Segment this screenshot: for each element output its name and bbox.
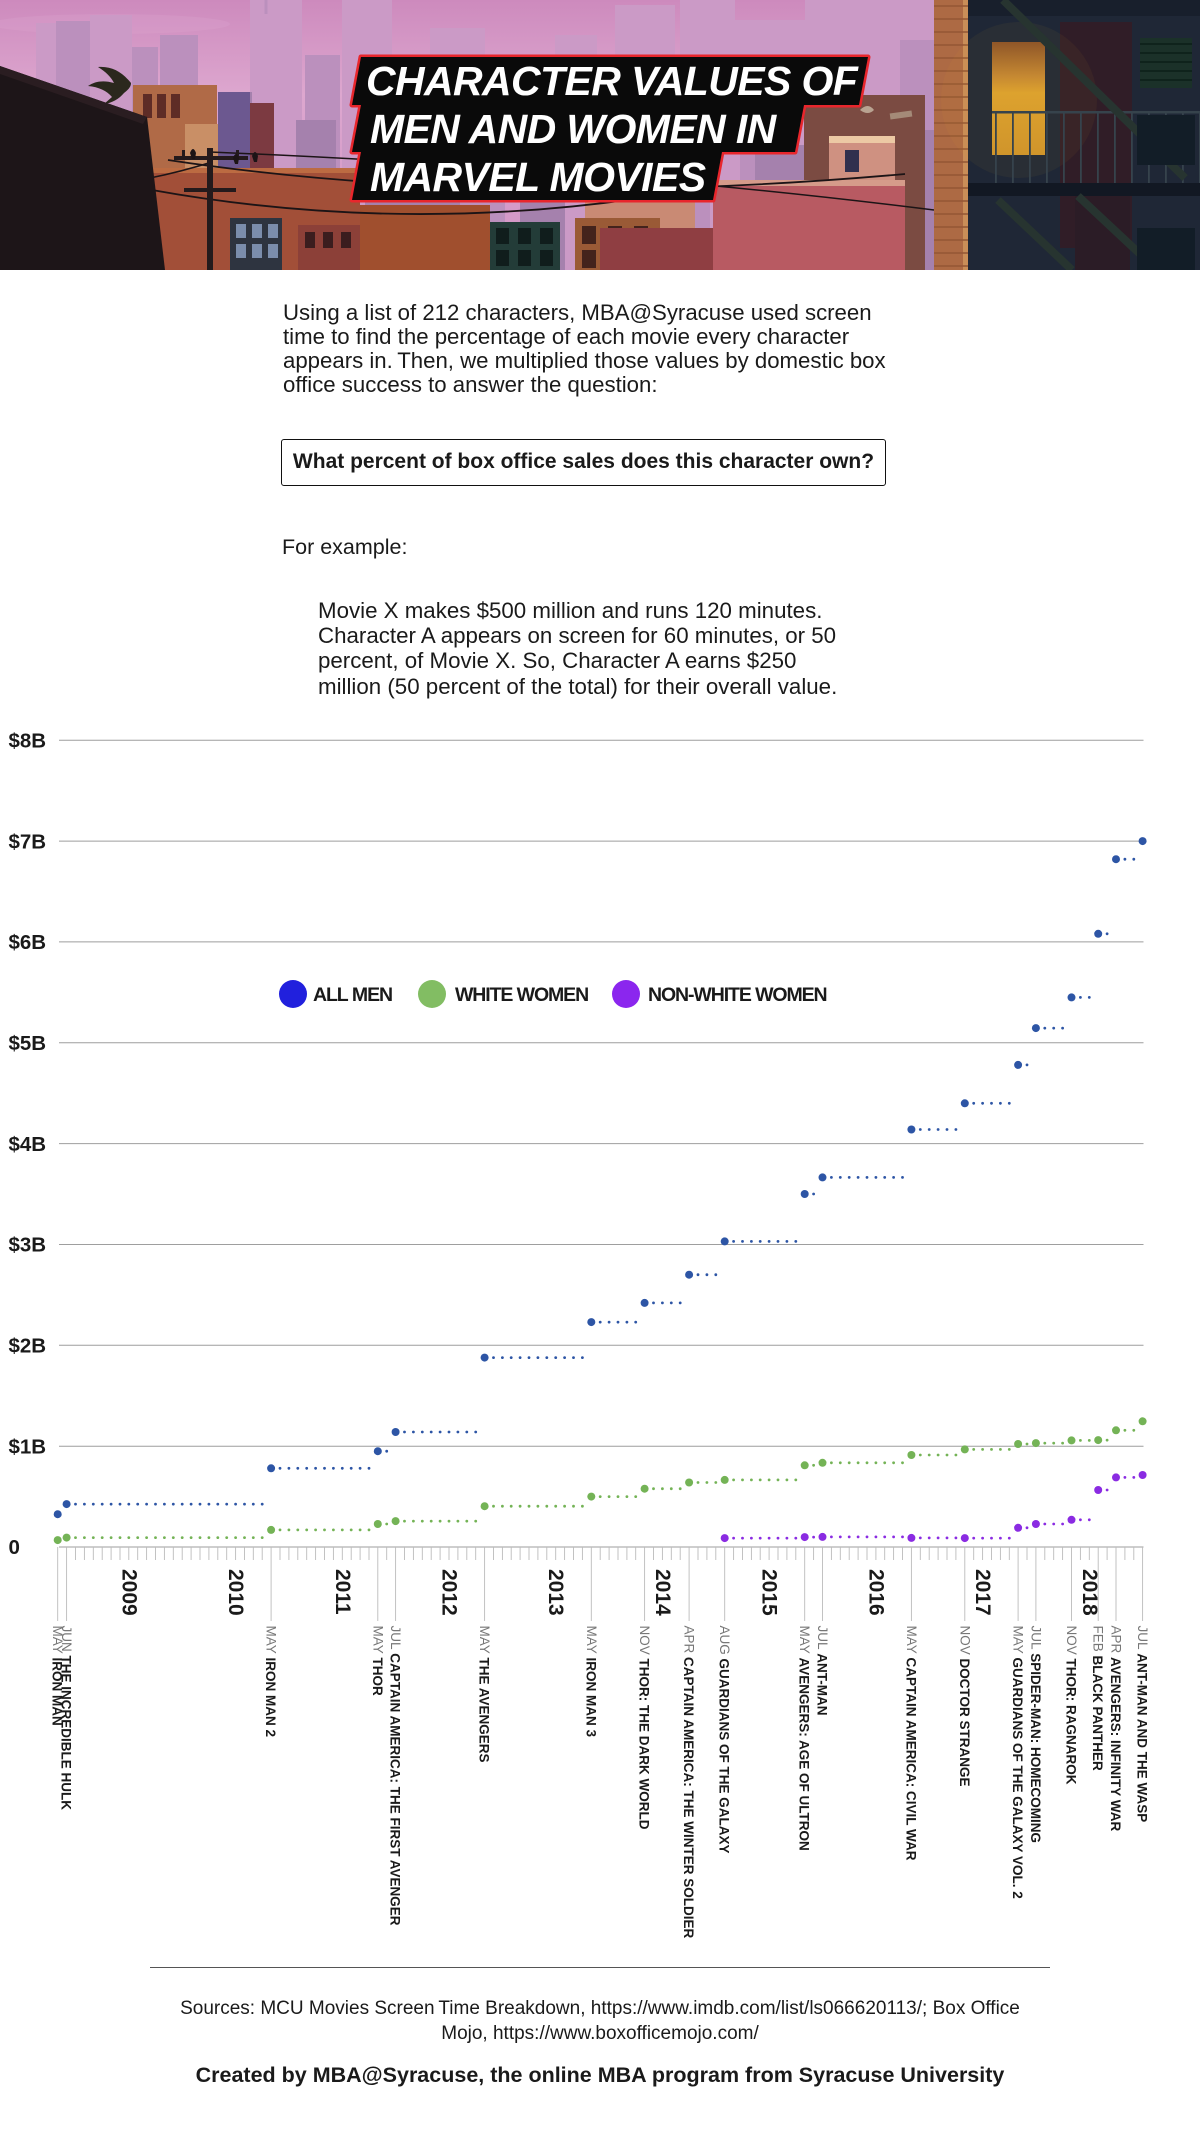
svg-text:JUL ANT-MAN: JUL ANT-MAN: [815, 1626, 830, 1716]
svg-text:2012: 2012: [438, 1569, 461, 1616]
svg-text:JUL SPIDER-MAN: HOMECOMING: JUL SPIDER-MAN: HOMECOMING: [1028, 1626, 1043, 1844]
svg-text:MAY THOR: MAY THOR: [370, 1626, 385, 1697]
svg-text:$8B: $8B: [9, 729, 47, 752]
svg-text:$6B: $6B: [9, 931, 47, 954]
svg-text:MAY IRON MAN: MAY IRON MAN: [50, 1626, 65, 1726]
svg-text:2010: 2010: [224, 1569, 247, 1616]
svg-text:$2B: $2B: [9, 1335, 47, 1358]
svg-text:MAY THE AVENGERS: MAY THE AVENGERS: [477, 1626, 492, 1763]
svg-text:MAY IRON MAN 2: MAY IRON MAN 2: [264, 1626, 279, 1738]
svg-text:2013: 2013: [544, 1569, 567, 1616]
svg-text:JUL CAPTAIN AMERICA: THE FIRST: JUL CAPTAIN AMERICA: THE FIRST AVENGER: [388, 1626, 403, 1926]
svg-text:MEN AND WOMEN IN: MEN AND WOMEN IN: [370, 106, 778, 152]
svg-text:JUN THE INCREDIBLE HULK: JUN THE INCREDIBLE HULK: [59, 1626, 74, 1811]
svg-text:MAY CAPTAIN AMERICA: CIVIL WAR: MAY CAPTAIN AMERICA: CIVIL WAR: [904, 1626, 919, 1861]
svg-text:APR AVENGERS: INFINITY WAR: APR AVENGERS: INFINITY WAR: [1109, 1626, 1124, 1832]
svg-text:ALL MEN: ALL MEN: [313, 984, 392, 1006]
svg-text:APR CAPTAIN AMERICA: THE WINTE: APR CAPTAIN AMERICA: THE WINTER SOLDIER: [682, 1626, 697, 1939]
svg-text:2018: 2018: [1078, 1569, 1101, 1616]
svg-text:MAY IRON MAN 3: MAY IRON MAN 3: [584, 1626, 599, 1738]
svg-text:$1B: $1B: [9, 1435, 47, 1458]
svg-text:2016: 2016: [864, 1569, 887, 1616]
svg-text:$5B: $5B: [9, 1032, 47, 1055]
svg-text:MARVEL MOVIES: MARVEL MOVIES: [370, 154, 706, 200]
svg-text:2011: 2011: [331, 1569, 354, 1615]
svg-text:NON-WHITE WOMEN: NON-WHITE WOMEN: [648, 984, 826, 1006]
svg-text:0: 0: [9, 1536, 20, 1559]
svg-text:CHARACTER VALUES OF: CHARACTER VALUES OF: [366, 58, 859, 104]
svg-text:MAY AVENGERS: AGE OF ULTRON: MAY AVENGERS: AGE OF ULTRON: [797, 1626, 812, 1851]
svg-text:NOV THOR: THE DARK WORLD: NOV THOR: THE DARK WORLD: [637, 1626, 652, 1830]
svg-text:2014: 2014: [651, 1569, 674, 1616]
svg-text:MAY GUARDIANS OF THE GALAXY VO: MAY GUARDIANS OF THE GALAXY VOL. 2: [1011, 1626, 1026, 1899]
svg-text:NOV DOCTOR STRANGE: NOV DOCTOR STRANGE: [957, 1626, 972, 1787]
svg-text:$7B: $7B: [9, 830, 47, 853]
svg-text:$3B: $3B: [9, 1234, 47, 1257]
svg-text:WHITE WOMEN: WHITE WOMEN: [455, 984, 588, 1006]
svg-text:AUG GUARDIANS OF THE GALAXY: AUG GUARDIANS OF THE GALAXY: [717, 1626, 732, 1854]
svg-text:2009: 2009: [117, 1569, 140, 1616]
svg-text:$4B: $4B: [9, 1133, 47, 1156]
svg-text:NOV THOR: RAGNAROK: NOV THOR: RAGNAROK: [1064, 1626, 1079, 1785]
svg-text:2015: 2015: [758, 1569, 781, 1616]
svg-text:FEB BLACK PANTHER: FEB BLACK PANTHER: [1091, 1626, 1106, 1772]
svg-text:JUL ANT-MAN AND THE WASP: JUL ANT-MAN AND THE WASP: [1135, 1626, 1150, 1823]
svg-text:2017: 2017: [971, 1569, 994, 1616]
